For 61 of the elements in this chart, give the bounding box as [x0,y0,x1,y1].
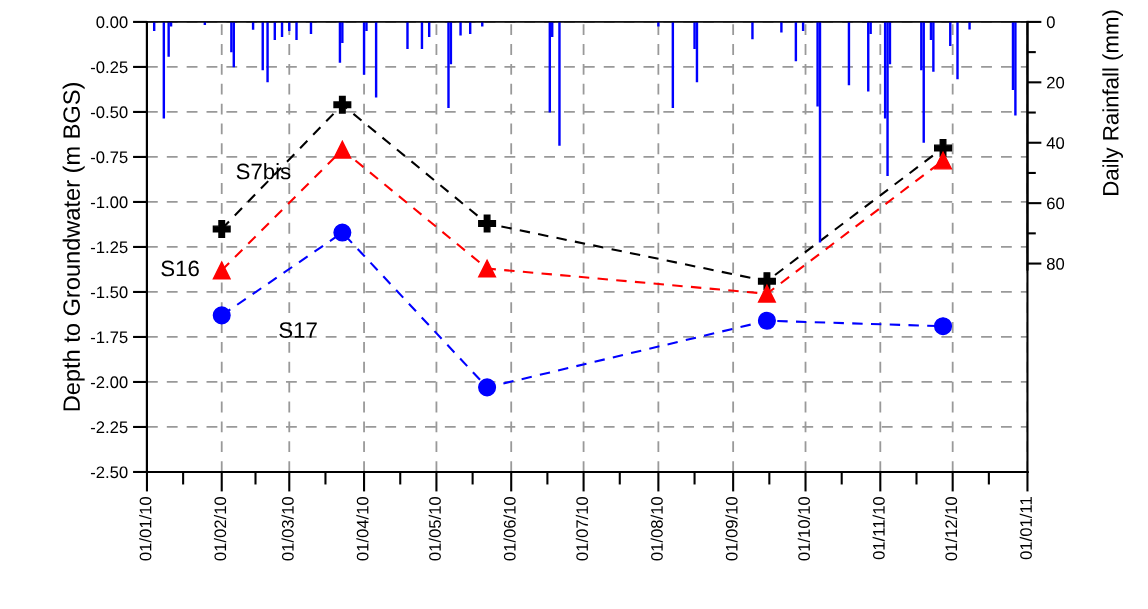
bar [1014,21,1017,116]
point [757,311,776,330]
y2-tick-label: 0 [1046,16,1055,29]
bar [447,21,450,109]
y2-tick-label: 40 [1046,137,1065,149]
series-label: S17 [279,322,317,338]
y2-tick-label: 20 [1047,76,1065,89]
bar [886,21,889,176]
x-tick-label: 01/02/10 [213,496,227,561]
y-tick-label: -0.75 [90,151,128,164]
y-axis-title: Depth to Groundwater (m BGS) [62,83,85,411]
bar [751,21,754,40]
series-label: S7bis [236,163,291,180]
x-tick-label: 01/01/11 [1019,497,1032,560]
bar [956,21,959,80]
x-tick-label: 01/01/10 [139,496,152,561]
y2-tick-label: 60 [1047,197,1065,210]
bar [968,21,971,30]
bar [266,21,269,83]
x-tick-label: 01/03/10 [281,496,294,561]
point [933,317,953,336]
y2-axis-title: Daily Rainfall (mm) [1102,10,1124,195]
point [478,378,497,397]
x-tick-label: 01/04/10 [356,496,369,561]
point [478,259,497,278]
point [333,223,352,242]
x-tick-label: 01/05/10 [428,496,441,561]
point [933,151,953,170]
x-tick-label: 01/06/10 [503,496,516,561]
bar [167,21,170,57]
y-tick-label: -2.25 [90,421,128,434]
y-tick-label: -1.75 [90,331,128,344]
point [757,284,776,303]
x-tick-label: 01/07/10 [575,496,589,561]
y2-tick-label: 80 [1046,257,1065,270]
x-tick-label: 01/11/10 [872,496,885,560]
point [333,95,352,114]
y-tick-label: -2.50 [90,466,128,479]
x-tick-label: 01/08/10 [650,496,663,561]
point [212,306,231,325]
y-tick-label: 0.00 [96,16,128,29]
bar [295,21,298,41]
y-tick-label: -1.25 [90,241,128,254]
bar [780,21,783,33]
bar [558,21,561,146]
y-tick-label: -2.00 [90,376,128,389]
bar [406,21,409,50]
x-tick-label: 01/12/10 [944,496,958,561]
y-tick-label: -1.50 [90,286,128,299]
bar [932,21,935,72]
point [478,214,497,233]
bar [459,21,462,36]
point [212,261,231,280]
point [333,140,352,159]
y-tick-label: -0.50 [90,106,128,119]
x-tick-label: 01/09/10 [725,496,738,561]
point [212,219,231,238]
series-label: S16 [161,260,199,277]
x-tick-label: 01/10/10 [797,496,810,561]
y-tick-label: -1.00 [90,196,128,209]
y-tick-label: -0.25 [90,61,128,74]
